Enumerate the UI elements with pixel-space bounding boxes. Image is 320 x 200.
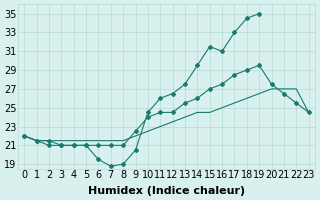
X-axis label: Humidex (Indice chaleur): Humidex (Indice chaleur) — [88, 186, 245, 196]
